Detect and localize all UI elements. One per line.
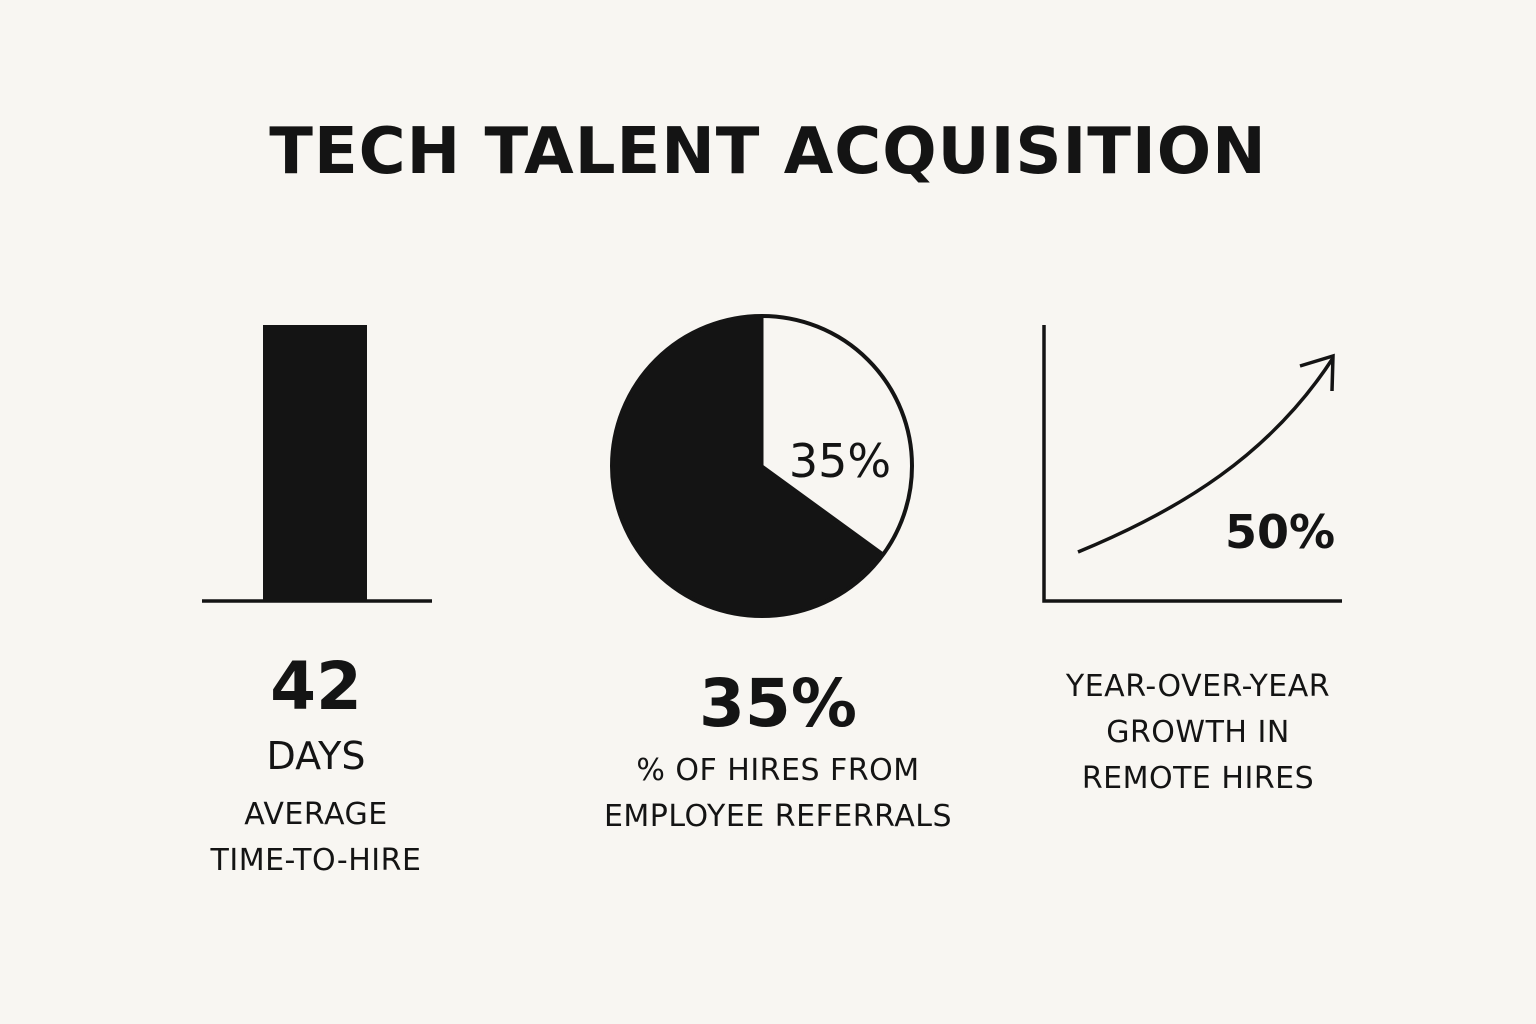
arrowhead-icon <box>1299 353 1335 392</box>
referrals-caption-line-1: % OF HIRES FROM <box>636 753 920 788</box>
pie-slice-referrals <box>762 316 912 555</box>
bar-time-to-hire <box>263 325 367 601</box>
bar-chart <box>202 325 432 603</box>
growth-trend-line <box>1077 357 1335 554</box>
growth-chart-axes <box>1042 325 1342 603</box>
referrals-value: 35% <box>699 665 857 742</box>
time-to-hire-unit: DAYS <box>266 734 366 778</box>
pie-chart: 35% <box>610 314 914 618</box>
pie-slice-separator <box>761 464 885 556</box>
growth-caption-line-2: GROWTH IN <box>1106 715 1290 750</box>
pie-slice-label: 35% <box>789 434 891 488</box>
growth-caption-line-1: YEAR-OVER-YEAR <box>1065 669 1331 704</box>
time-to-hire-value: 42 <box>270 648 362 725</box>
pie-slice-other <box>612 316 884 616</box>
referrals-caption-line-2: EMPLOYEE REFERRALS <box>603 799 953 834</box>
growth-value-label: 50% <box>1225 505 1335 559</box>
time-to-hire-caption-line-1: AVERAGE <box>244 797 388 832</box>
page-title: TECH TALENT ACQUISITION <box>269 115 1267 189</box>
time-to-hire-caption-line-2: TIME-TO-HIRE <box>210 843 422 878</box>
growth-caption-line-3: REMOTE HIRES <box>1081 761 1315 796</box>
growth-chart: 50% <box>1042 325 1342 603</box>
